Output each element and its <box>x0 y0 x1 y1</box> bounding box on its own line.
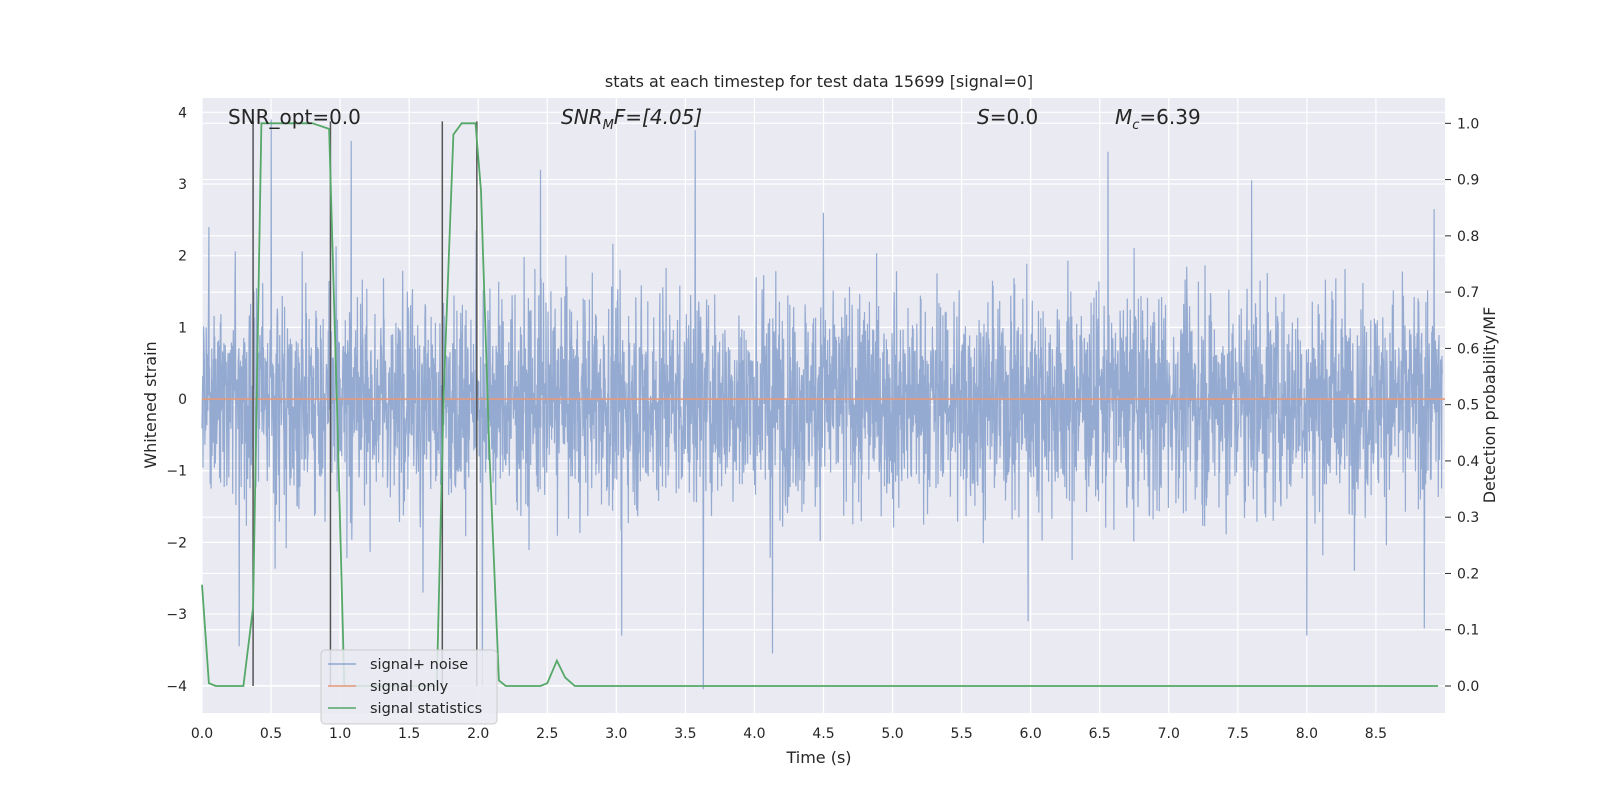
series-signal-noise <box>201 119 1443 690</box>
y-tick-label: 0 <box>178 392 187 408</box>
x-tick-label: 8.5 <box>1365 726 1387 742</box>
annotation-snr-mf: SNRMF=[4.05] <box>561 105 702 133</box>
y-tick-label: −3 <box>166 607 187 623</box>
y-tick-label-right: 0.0 <box>1457 679 1479 695</box>
x-tick-label: 3.5 <box>674 726 696 742</box>
x-tick-label: 8.0 <box>1296 726 1318 742</box>
y-tick-label: 4 <box>178 105 187 121</box>
y-tick-label-right: 0.1 <box>1457 623 1479 639</box>
legend-label-signal-only: signal only <box>370 679 449 695</box>
y-tick-label-right: 1.0 <box>1457 116 1479 132</box>
x-tick-label: 0.0 <box>191 726 213 742</box>
x-tick-label: 7.5 <box>1227 726 1249 742</box>
x-tick-label: 3.0 <box>605 726 627 742</box>
y-tick-label: −1 <box>166 464 187 480</box>
annotation-snr-mf-base: SNR <box>561 105 603 129</box>
noise-trace <box>201 119 1443 690</box>
y-tick-label-right: 0.9 <box>1457 173 1479 189</box>
y-ticks: 4 3 2 1 0 −1 −2 −3 −4 <box>166 105 187 694</box>
annotation-mc-rest: =6.39 <box>1139 105 1200 129</box>
y-axis-label-right: Detection probability/MF <box>1480 307 1499 504</box>
y-tick-label-right: 0.2 <box>1457 566 1479 582</box>
vertical-markers <box>252 121 478 686</box>
y-tick-label: −2 <box>166 535 187 551</box>
y-ticks-right: 1.0 0.9 0.8 0.7 0.6 0.5 0.4 0.3 0.2 0.1 0.0 <box>1445 116 1479 695</box>
y-tick-label: −4 <box>166 679 187 695</box>
annotation-mc-base: M <box>1115 105 1132 129</box>
x-tick-label: 5.5 <box>950 726 972 742</box>
x-tick-label: 4.5 <box>812 726 834 742</box>
x-tick-label: 1.0 <box>329 726 351 742</box>
legend-label-signal-noise: signal+ noise <box>370 657 468 673</box>
x-tick-label: 4.0 <box>743 726 765 742</box>
legend-label-signal-statistics: signal statistics <box>370 701 482 717</box>
y-tick-label-right: 0.7 <box>1457 285 1479 301</box>
y-tick-label: 2 <box>178 249 187 265</box>
annotation-snr-mf-rest: F=[4.05] <box>614 105 702 129</box>
y-tick-label: 1 <box>178 320 187 336</box>
y-axis-label: Whitened strain <box>141 341 160 468</box>
annotation-snr-mf-sub: M <box>603 118 614 133</box>
x-tick-label: 5.0 <box>881 726 903 742</box>
x-tick-label: 6.0 <box>1020 726 1042 742</box>
annotation-s-base: S <box>977 105 990 129</box>
annotation-mc-sub: c <box>1132 118 1139 133</box>
y-tick-label-right: 0.3 <box>1457 510 1479 526</box>
annotation-s-rest: =0.0 <box>990 105 1039 129</box>
y-tick-label: 3 <box>178 177 187 193</box>
x-tick-label: 2.5 <box>536 726 558 742</box>
chart-title: stats at each timestep for test data 156… <box>605 72 1033 91</box>
annotation-s: S=0.0 <box>977 105 1038 129</box>
x-tick-label: 1.5 <box>398 726 420 742</box>
annotation-snr-opt: SNR_opt=0.0 <box>228 105 361 129</box>
x-tick-label: 0.5 <box>260 726 282 742</box>
y-tick-label-right: 0.5 <box>1457 398 1479 414</box>
y-tick-label-right: 0.6 <box>1457 341 1479 357</box>
legend-frame <box>320 649 498 725</box>
x-axis-label: Time (s) <box>785 748 851 767</box>
y-tick-label-right: 0.4 <box>1457 454 1479 470</box>
x-tick-label: 7.0 <box>1158 726 1180 742</box>
annotation-mc: Mc=6.39 <box>1115 105 1201 133</box>
x-tick-label: 2.0 <box>467 726 489 742</box>
y-tick-label-right: 0.8 <box>1457 229 1479 245</box>
x-ticks: 0.0 0.5 1.0 1.5 2.0 2.5 3.0 3.5 4.0 4.5 5.0 5.5 6.0 6… <box>191 726 1387 742</box>
x-tick-label: 6.5 <box>1089 726 1111 742</box>
legend: signal+ noise signal only signal statist… <box>320 649 498 725</box>
